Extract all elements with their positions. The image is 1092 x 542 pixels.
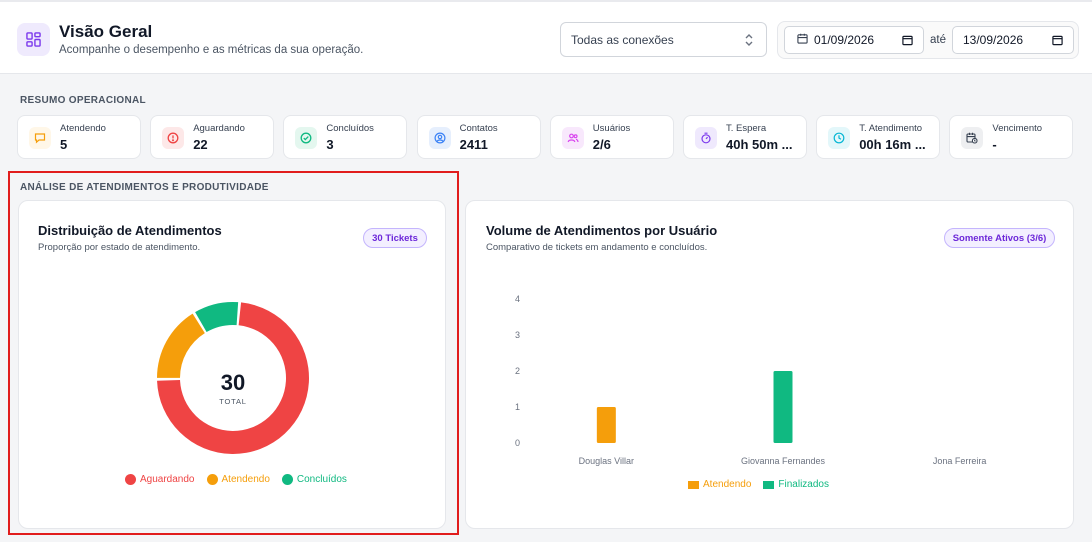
distribution-subtitle: Proporção por estado de atendimento.	[38, 242, 201, 253]
distribution-panel: Distribuição de Atendimentos Proporção p…	[18, 200, 446, 529]
alert-circle-icon	[162, 127, 185, 149]
bar-legend: Atendendo Finalizados	[688, 479, 841, 490]
dashboard-icon	[17, 23, 50, 56]
stat-label: Contatos	[459, 123, 498, 134]
x-tick-label: Giovanna Fernandes	[741, 456, 826, 466]
stat-card-conclu-dos[interactable]: Concluídos 3	[283, 115, 408, 159]
date-range-group: 01/09/2026 até 13/09/2026	[777, 21, 1079, 59]
y-tick-label: 0	[515, 438, 520, 448]
stat-card-atendendo[interactable]: Atendendo 5	[17, 115, 141, 159]
y-tick-label: 2	[515, 366, 520, 376]
user-circle-icon	[428, 127, 451, 149]
legend-item[interactable]: Atendendo	[206, 474, 270, 485]
donut-total-label: TOTAL	[219, 397, 246, 406]
x-tick-label: Jona Ferreira	[933, 456, 987, 466]
stopwatch-icon	[695, 127, 717, 149]
stat-label: T. Atendimento	[859, 123, 923, 134]
volume-subtitle: Comparativo de tickets em andamento e co…	[486, 242, 708, 253]
clock-icon	[828, 127, 851, 149]
legend-item[interactable]: Aguardando	[125, 474, 195, 485]
chat-icon	[29, 127, 51, 149]
stat-label: Atendendo	[60, 123, 106, 134]
stat-value: 3	[326, 137, 334, 152]
date-from-value: 01/09/2026	[814, 33, 875, 47]
bar-atendendo[interactable]	[596, 407, 616, 443]
legend-label: Aguardando	[140, 474, 195, 485]
stat-value: 40h 50m ...	[726, 137, 793, 152]
calendar-icon	[797, 33, 808, 47]
stat-label: Vencimento	[992, 123, 1043, 134]
date-to-value: 13/09/2026	[963, 33, 1024, 47]
stat-card-t-atendimento[interactable]: T. Atendimento 00h 16m ...	[816, 115, 941, 159]
stat-card-vencimento[interactable]: Vencimento -	[949, 115, 1074, 159]
donut-chart: 30 TOTAL	[157, 302, 309, 454]
tickets-count-badge: 30 Tickets	[363, 228, 427, 248]
stat-card-usu-rios[interactable]: Usuários 2/6	[549, 115, 674, 159]
stat-label: Concluídos	[326, 123, 374, 134]
legend-dot	[281, 474, 293, 485]
donut-legend: Aguardando Atendendo Concluídos	[125, 474, 359, 485]
donut-slice-atendendo[interactable]	[157, 313, 205, 378]
legend-item[interactable]: Finalizados	[763, 479, 829, 490]
legend-swatch	[763, 480, 775, 489]
connection-select[interactable]: Todas as conexões	[560, 22, 767, 57]
legend-label: Atendendo	[703, 479, 752, 490]
date-to-input[interactable]: 13/09/2026	[952, 26, 1074, 54]
legend-item[interactable]: Atendendo	[688, 479, 751, 490]
donut-total-value: 30	[221, 370, 245, 395]
y-tick-label: 1	[515, 402, 520, 412]
stat-card-aguardando[interactable]: Aguardando 22	[150, 115, 275, 159]
stat-value: 5	[60, 137, 68, 152]
volume-bar-chart: 0 1 2 3 4 Douglas Villar Giovanna Fernandes Jon…	[515, 294, 987, 466]
stat-value: 2411	[459, 137, 488, 152]
date-from-input[interactable]: 01/09/2026	[784, 26, 924, 54]
legend-swatch	[688, 480, 699, 489]
x-tick-label: Douglas Villar	[579, 456, 634, 466]
stat-value: -	[992, 137, 997, 152]
active-users-badge[interactable]: Somente Ativos (3/6)	[944, 228, 1055, 248]
legend-dot	[125, 474, 136, 485]
summary-section-label: RESUMO OPERACIONAL	[20, 95, 146, 106]
stat-card-t-espera[interactable]: T. Espera 40h 50m ...	[683, 115, 807, 159]
chevron-up-down-icon	[744, 33, 754, 50]
stat-label: Usuários	[592, 123, 631, 134]
stat-card-contatos[interactable]: Contatos 2411	[416, 115, 541, 159]
date-picker-icon[interactable]	[1052, 35, 1063, 49]
donut-slice-aguardando[interactable]	[157, 302, 309, 454]
legend-label: Concluídos	[296, 474, 347, 485]
legend-item[interactable]: Concluídos	[281, 474, 347, 485]
donut-slice-concludos[interactable]	[195, 302, 239, 333]
header-bar: Visão Geral Acompanhe o desempenho e as …	[0, 0, 1092, 74]
volume-panel: Volume de Atendimentos por Usuário Compa…	[465, 200, 1074, 529]
stat-value: 22	[193, 137, 208, 152]
users-icon	[561, 127, 584, 149]
stat-value: 2/6	[592, 137, 611, 152]
calendar-clock-icon	[961, 127, 984, 149]
date-picker-icon[interactable]	[902, 35, 913, 49]
page-subtitle: Acompanhe o desempenho e as métricas da …	[59, 44, 364, 56]
legend-label: Finalizados	[778, 479, 829, 490]
y-tick-label: 4	[515, 294, 520, 304]
stat-label: Aguardando	[193, 123, 245, 134]
page-title: Visão Geral	[59, 22, 153, 41]
legend-label: Atendendo	[221, 474, 270, 485]
volume-title: Volume de Atendimentos por Usuário	[486, 223, 718, 238]
stat-label: T. Espera	[726, 123, 767, 134]
bar-finalizados[interactable]	[773, 371, 793, 443]
legend-dot	[206, 474, 218, 485]
check-circle-icon	[295, 127, 318, 149]
connection-select-value: Todas as conexões	[571, 32, 674, 47]
analysis-section-label: ANÁLISE DE ATENDIMENTOS E PRODUTIVIDADE	[20, 182, 269, 193]
distribution-title: Distribuição de Atendimentos	[38, 223, 222, 238]
stat-value: 00h 16m ...	[859, 137, 926, 152]
y-tick-label: 3	[515, 330, 520, 340]
date-separator: até	[930, 34, 946, 46]
